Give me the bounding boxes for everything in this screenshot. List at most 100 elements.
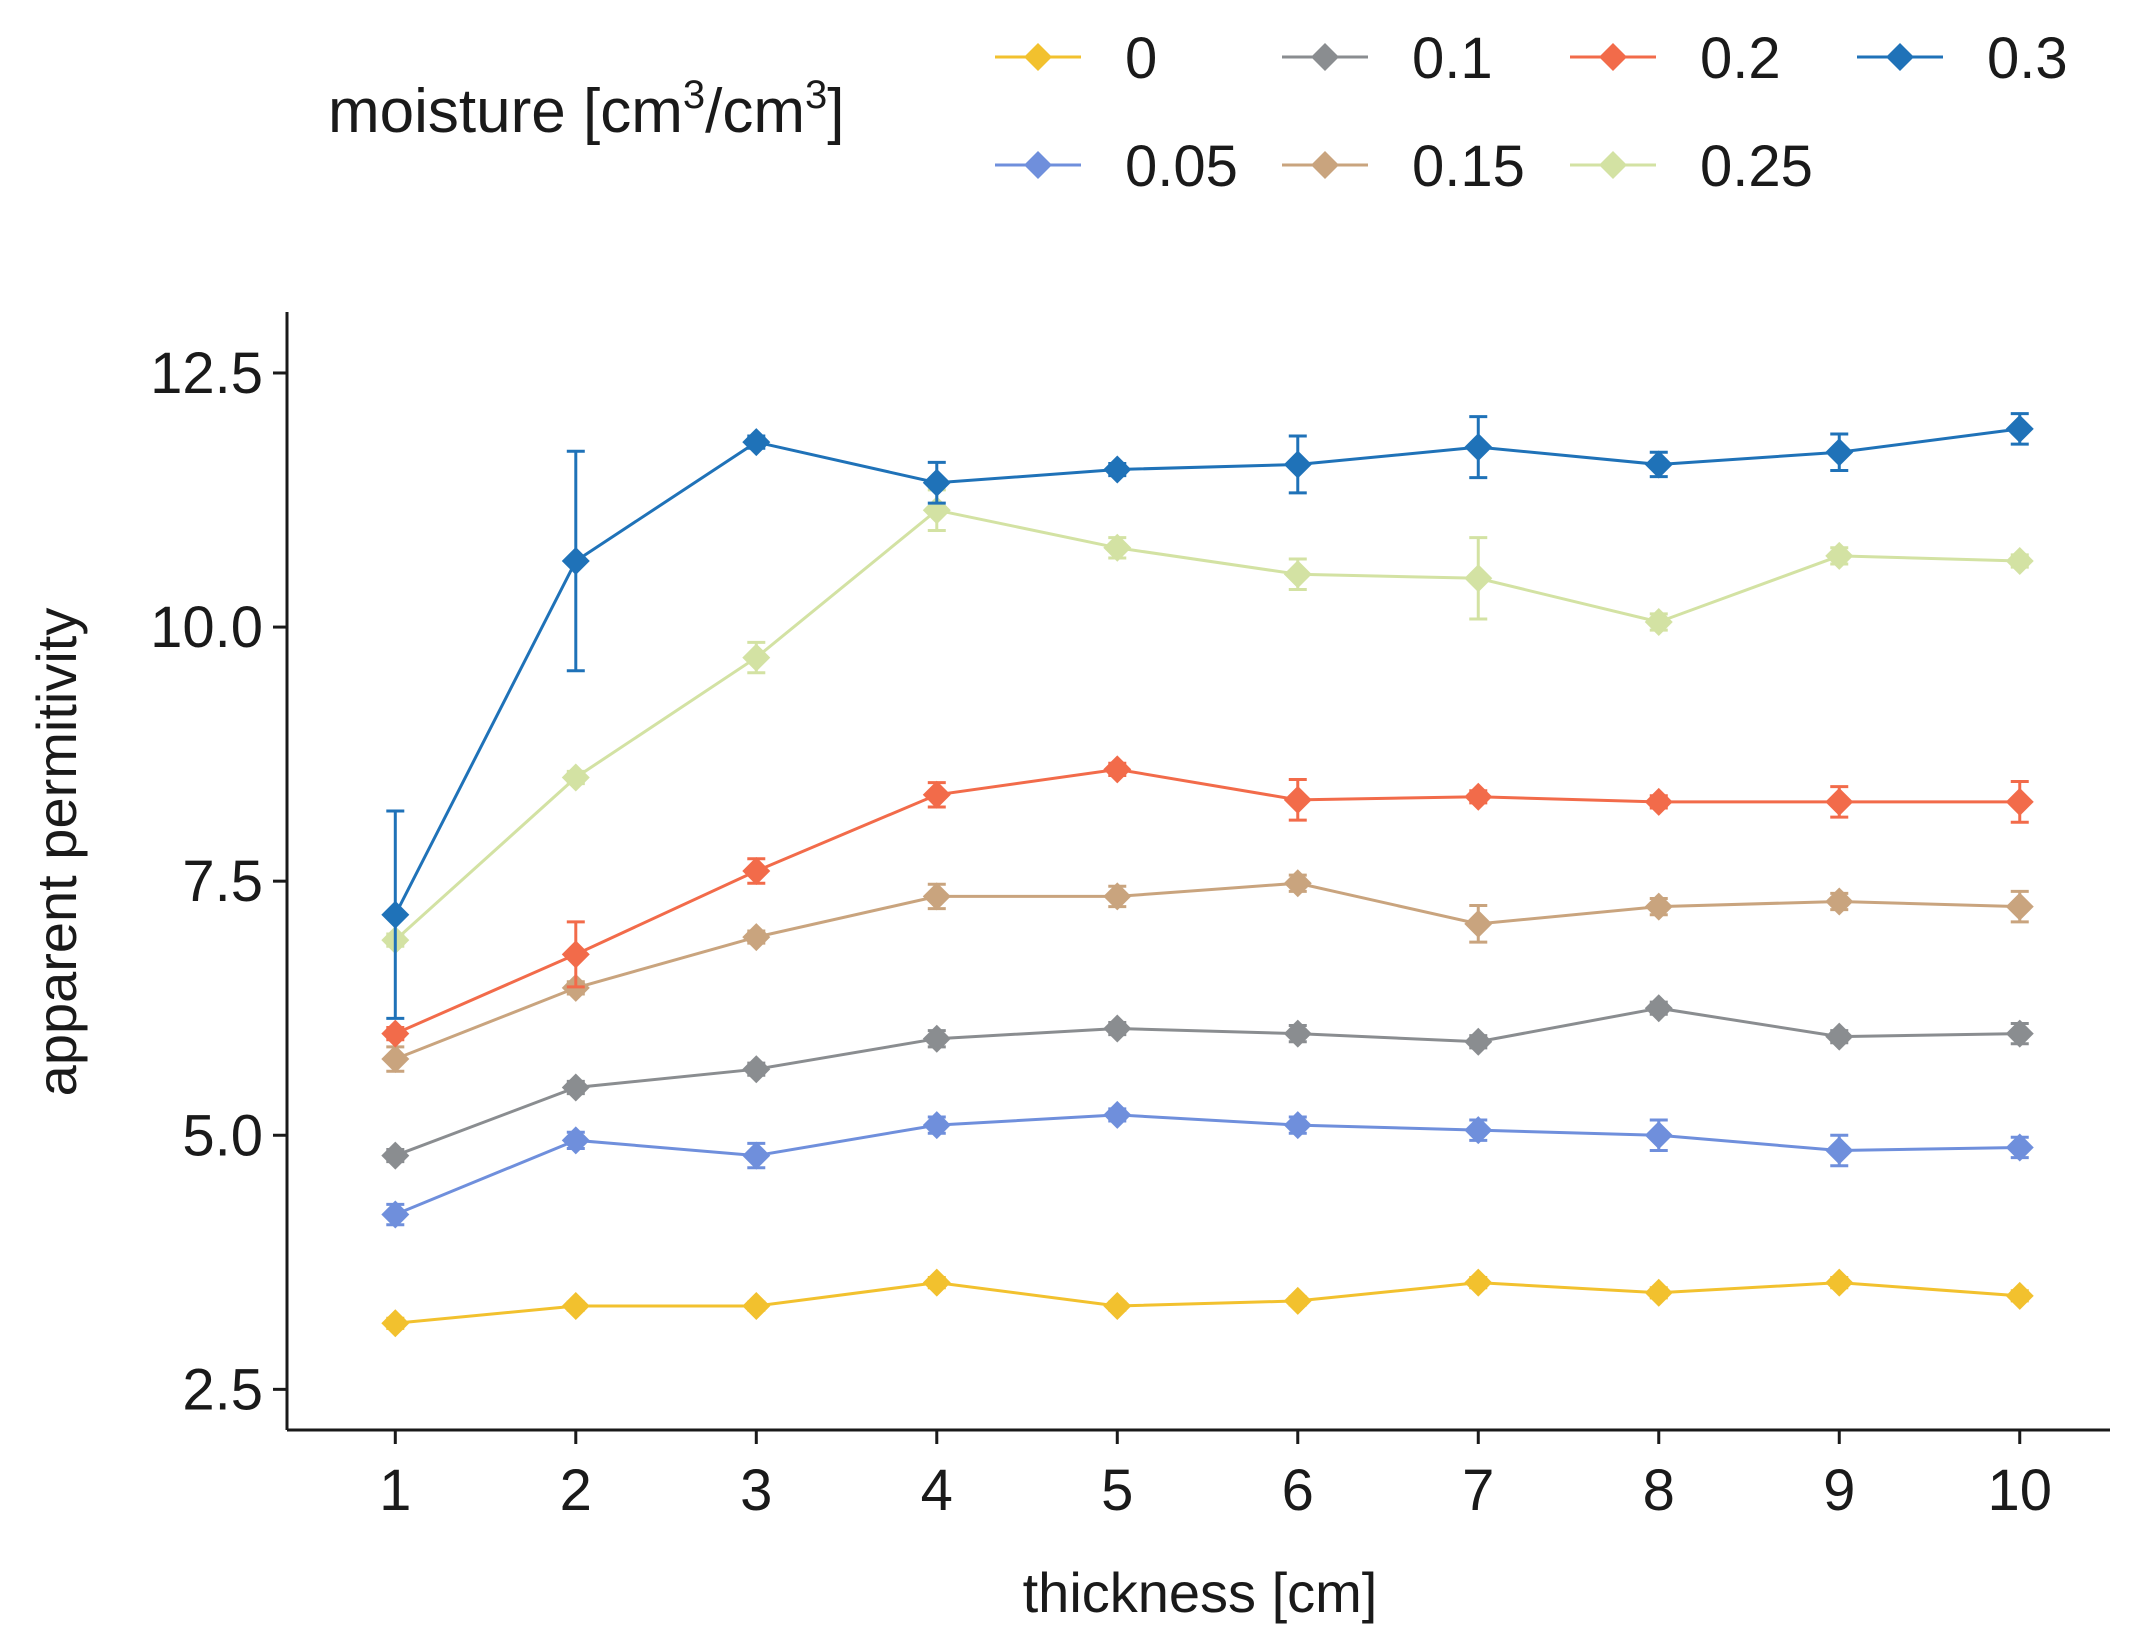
data-point: [1644, 787, 1673, 816]
data-point: [2005, 1133, 2034, 1162]
data-point: [1283, 560, 1312, 589]
data-point: [1103, 1292, 1132, 1321]
data-point: [742, 428, 771, 457]
data-point: [561, 1292, 590, 1321]
series-0.25: [381, 488, 2034, 955]
data-point: [381, 1200, 410, 1229]
data-point: [922, 1111, 951, 1140]
data-point: [1103, 1014, 1132, 1043]
data-point: [1103, 1100, 1132, 1129]
y-tick-label: 2.5: [182, 1357, 263, 1422]
legend-item-0.05: 0.05: [995, 134, 1238, 199]
x-tick-label: 10: [1987, 1458, 2052, 1523]
legend-marker: [1024, 151, 1052, 179]
data-point: [381, 1019, 410, 1048]
data-point: [1644, 892, 1673, 921]
x-tick-label: 7: [1462, 1458, 1494, 1523]
data-point: [1103, 455, 1132, 484]
legend-marker: [1311, 151, 1339, 179]
legend-marker: [1311, 43, 1339, 71]
data-point: [1644, 1278, 1673, 1307]
data-point: [2005, 1019, 2034, 1048]
data-point: [1825, 1268, 1854, 1297]
legend-label: 0: [1125, 26, 1157, 91]
data-point: [742, 1141, 771, 1170]
x-tick-label: 1: [379, 1458, 411, 1523]
legend-marker: [1024, 43, 1052, 71]
data-point: [1103, 755, 1132, 784]
data-point: [1464, 433, 1493, 462]
data-point: [1825, 787, 1854, 816]
data-point: [2005, 414, 2034, 443]
legend-label: 0.3: [1987, 26, 2068, 91]
data-point: [1283, 1111, 1312, 1140]
data-point: [2005, 1281, 2034, 1310]
y-axis-title: apparent permitivity: [25, 608, 88, 1097]
x-tick-label: 9: [1823, 1458, 1855, 1523]
data-point: [1283, 869, 1312, 898]
legend-marker: [1599, 151, 1627, 179]
data-point: [742, 643, 771, 672]
data-point: [1283, 785, 1312, 814]
data-point: [1644, 1121, 1673, 1150]
data-point: [742, 857, 771, 885]
series-line: [394, 508, 2020, 942]
data-point: [1464, 1116, 1493, 1145]
y-tick-label: 10.0: [150, 595, 263, 660]
data-point: [1825, 887, 1854, 916]
legend-label: 0.2: [1700, 26, 1781, 91]
series-line: [394, 1113, 2020, 1216]
legend-title: moisture [cm3/cm3]: [328, 73, 844, 146]
legend-item-0: 0: [995, 26, 1157, 91]
legend-item-0.2: 0.2: [1570, 26, 1781, 91]
legend-item-0.15: 0.15: [1282, 134, 1525, 199]
y-tick-label: 5.0: [182, 1103, 263, 1168]
series-0.05: [381, 1100, 2034, 1229]
data-point: [1464, 782, 1493, 811]
series-line: [393, 427, 2020, 916]
data-point: [561, 940, 590, 969]
data-point: [381, 1045, 410, 1074]
data-point: [1103, 533, 1132, 562]
legend-label: 0.05: [1125, 134, 1238, 199]
data-point: [561, 1126, 590, 1155]
data-point: [381, 1141, 410, 1170]
data-point: [1283, 1286, 1312, 1315]
data-point: [922, 780, 951, 809]
data-point: [1644, 994, 1673, 1023]
x-tick-label: 4: [921, 1458, 953, 1523]
legend-item-0.3: 0.3: [1857, 26, 2068, 91]
data-point: [1644, 450, 1673, 479]
legend-marker: [1886, 43, 1914, 71]
data-point: [922, 1268, 951, 1297]
data-point: [1644, 607, 1673, 636]
data-point: [1825, 541, 1854, 570]
data-point: [1283, 450, 1312, 479]
data-point: [381, 900, 410, 929]
series-line: [394, 767, 2020, 1035]
data-point: [561, 547, 590, 576]
series-0.15: [381, 869, 2034, 1074]
legend-item-0.25: 0.25: [1570, 134, 1813, 199]
data-point: [922, 468, 951, 497]
legend-label: 0.25: [1700, 134, 1813, 199]
legend-label: 0.1: [1412, 26, 1493, 91]
x-tick-label: 3: [740, 1458, 772, 1523]
x-tick-label: 2: [560, 1458, 592, 1523]
x-tick-label: 8: [1643, 1458, 1675, 1523]
legend: moisture [cm3/cm3] 0 0.1 0.2 0.3 0.05 0.15 0.2…: [328, 26, 2068, 199]
data-point: [1283, 1019, 1312, 1048]
legend-marker: [1599, 43, 1627, 71]
series-0.3: [381, 412, 2034, 1020]
data-point: [2005, 892, 2034, 921]
data-point: [742, 1055, 771, 1084]
data-point: [381, 1309, 410, 1338]
data-point: [742, 923, 771, 952]
data-point: [2005, 547, 2034, 576]
series-line: [394, 1006, 2020, 1157]
series-line: [395, 1281, 2020, 1325]
data-point: [1825, 438, 1854, 467]
data-point: [1464, 564, 1493, 593]
y-tick-label: 7.5: [182, 849, 263, 914]
